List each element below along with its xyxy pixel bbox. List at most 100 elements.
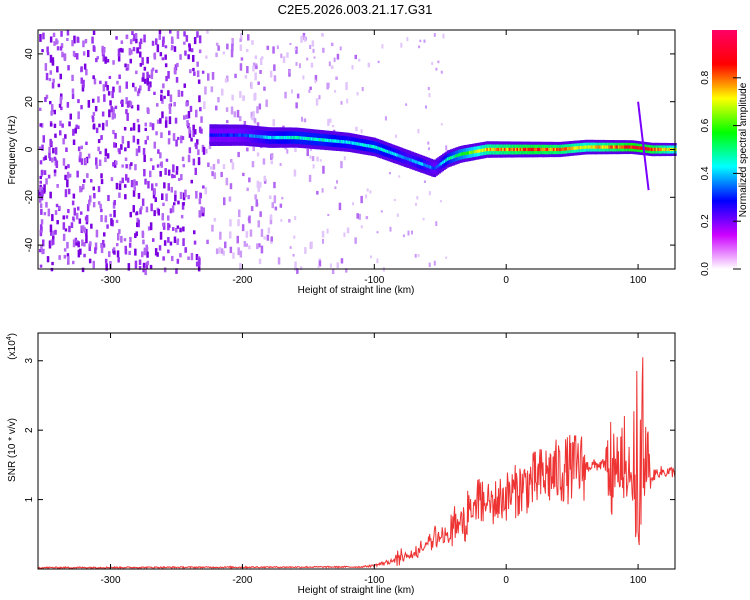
spectrogram-cell — [273, 181, 276, 189]
ridge-core — [476, 149, 479, 153]
ridge-core — [367, 144, 370, 148]
spectrogram-cell — [161, 213, 164, 221]
spectrogram-cell — [260, 228, 264, 237]
spectrogram-cell — [327, 213, 330, 216]
spectrogram-cell — [182, 202, 185, 206]
spectrogram-cell — [43, 212, 47, 216]
ridge-core — [315, 137, 318, 141]
ridge-core — [630, 145, 633, 149]
spectrogram-cell — [251, 116, 254, 121]
ridge-core — [272, 135, 275, 140]
spectrogram-cell — [195, 109, 198, 118]
spectrogram-cell — [249, 229, 253, 237]
spectrogram-cell — [151, 40, 155, 46]
spectrogram-cell — [239, 44, 243, 51]
ridge-core — [298, 136, 301, 140]
spectrogram-cell — [237, 219, 240, 227]
spectrogram-cell — [261, 56, 264, 60]
spectrogram-cell — [269, 216, 273, 225]
spectrogram-cell — [114, 132, 117, 139]
spectrogram-cell — [113, 250, 116, 255]
spectrogram-cell — [193, 37, 197, 45]
ridge-core — [622, 145, 625, 149]
spectrogram-cell — [129, 236, 132, 243]
spectrogram-cell — [211, 171, 214, 177]
spectrogram-cell — [77, 249, 81, 258]
ridge-core — [309, 137, 312, 141]
spectrogram-cell — [72, 260, 75, 265]
ridge-core — [456, 153, 459, 158]
ridge-core — [372, 145, 375, 149]
spectrogram-cell — [179, 191, 183, 199]
spectrogram-cell — [181, 156, 185, 162]
spectrogram-cell — [182, 164, 185, 168]
ridge-core — [578, 146, 581, 150]
spectrogram-cell — [92, 98, 95, 103]
spectrogram-cell — [187, 154, 191, 163]
spectrogram-cell — [38, 189, 42, 197]
spectrogram-cell — [113, 113, 116, 119]
ridge-core — [475, 149, 478, 154]
ridge-core — [321, 138, 324, 142]
ridge-core — [350, 141, 353, 145]
spectrogram-cell — [97, 96, 100, 103]
spectrogram-cell — [124, 245, 127, 253]
spectrogram-cell — [93, 78, 97, 85]
x-tick-label: 100 — [630, 275, 647, 286]
spectrogram-cell — [197, 157, 201, 164]
spectrogram-cell — [248, 177, 251, 183]
spectrogram-cell — [77, 125, 80, 130]
spectrogram-cell — [57, 83, 61, 88]
spectrogram-cell — [109, 213, 112, 217]
spectrogram-cell — [145, 247, 149, 251]
spectrogram-cell — [316, 156, 319, 162]
spectrogram-cell — [157, 208, 160, 216]
spectrogram-cell — [346, 227, 350, 234]
spectrogram-cell — [174, 190, 177, 198]
spectrogram-cell — [185, 35, 189, 42]
spectrogram-cell — [164, 120, 168, 128]
spectrogram-cell — [173, 174, 176, 178]
spectrogram-cell — [251, 161, 255, 168]
spectrogram-cell — [153, 53, 156, 58]
spectrogram-cell — [109, 100, 112, 106]
ridge-core — [597, 145, 600, 149]
ridge-core — [674, 147, 677, 152]
spectrogram-cell — [192, 130, 195, 137]
colorbar-tick-label: 0.2 — [700, 214, 711, 228]
ridge-core — [329, 139, 332, 143]
ridge-core — [258, 134, 261, 139]
y-tick-label: 40 — [24, 48, 35, 60]
spectrogram-cell — [351, 65, 354, 70]
spectrogram-cell — [43, 184, 46, 192]
ridge-core — [644, 147, 647, 151]
ridge-core — [294, 135, 297, 140]
spectrogram-cell — [45, 94, 49, 99]
spectrogram-cell — [196, 70, 200, 78]
ridge-core — [361, 143, 364, 147]
spectrogram-cell — [195, 261, 199, 267]
ridge-core — [423, 163, 426, 167]
spectrogram-cell — [244, 75, 248, 79]
spectrogram-cell — [338, 202, 342, 211]
spectrogram-cell — [139, 85, 142, 91]
ridge-core — [334, 139, 337, 143]
spectrogram-cell — [273, 64, 276, 71]
spectrogram-cell — [126, 63, 130, 71]
spectrogram-cell — [358, 58, 361, 62]
spectrogram-cell — [346, 98, 349, 104]
spectrogram-cell — [300, 36, 303, 43]
spectrogram-cell — [110, 105, 113, 113]
spectrogram-cell — [159, 231, 163, 240]
spectrogram-cell — [146, 77, 149, 86]
spectrogram-cell — [111, 91, 114, 99]
spectrogram-cell — [44, 63, 48, 71]
x-tick-label: -200 — [232, 275, 252, 286]
spectrogram-cell — [326, 82, 329, 90]
ridge-core — [625, 145, 628, 149]
spectrogram-cell — [326, 228, 329, 234]
spectrogram-cell — [199, 107, 202, 112]
spectrogram-cell — [49, 138, 52, 147]
ridge-core — [438, 163, 441, 167]
spectrogram-cell — [145, 206, 149, 213]
